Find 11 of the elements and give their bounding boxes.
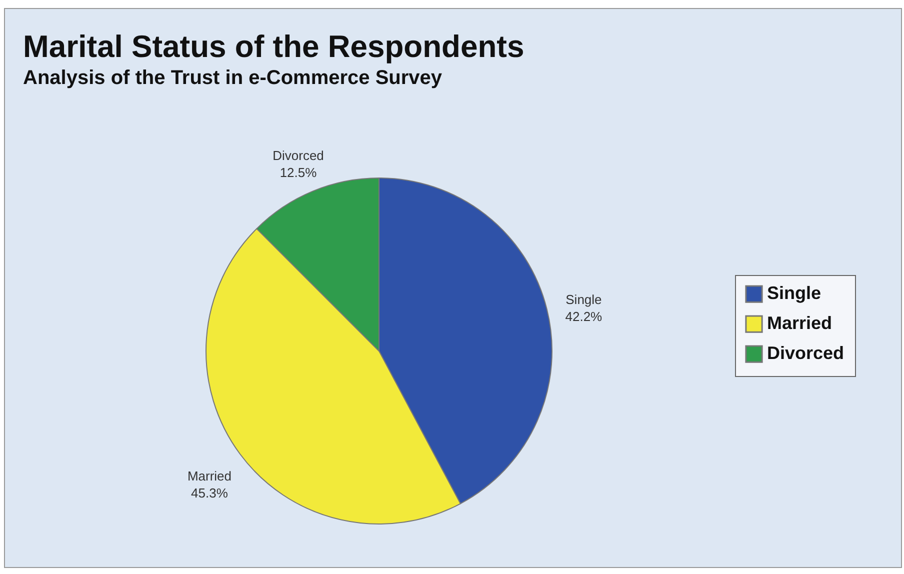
- slice-label: Divorced: [272, 148, 324, 164]
- chart-subtitle: Analysis of the Trust in e-Commerce Survey: [23, 67, 443, 89]
- legend-label: Single: [767, 283, 822, 303]
- data-label: 45.3%: [191, 486, 228, 501]
- chart-title: Marital Status of the Respondents: [23, 29, 524, 64]
- legend-label: Married: [767, 313, 832, 333]
- slice-label: Single: [566, 292, 602, 307]
- data-label: 12.5%: [280, 165, 318, 180]
- data-label: 42.2%: [565, 308, 603, 324]
- legend-label: Divorced: [767, 343, 844, 363]
- slice-label: Married: [187, 468, 232, 484]
